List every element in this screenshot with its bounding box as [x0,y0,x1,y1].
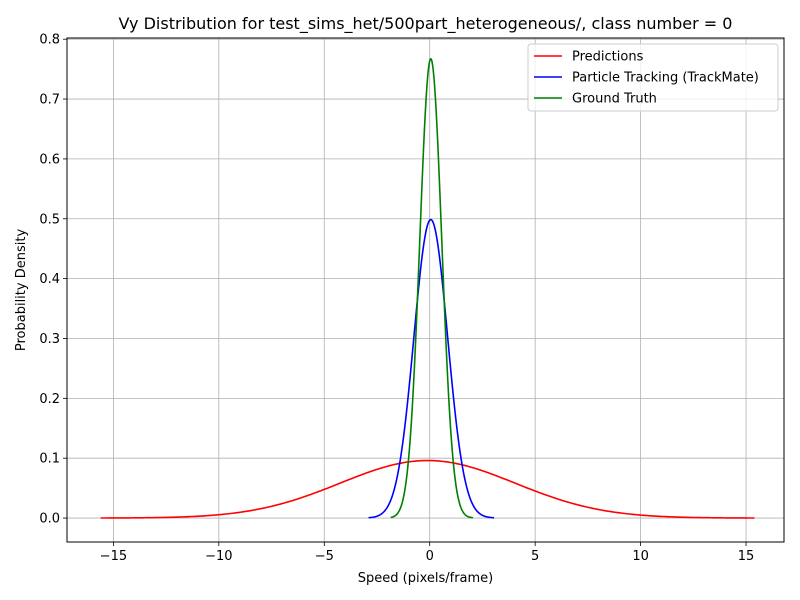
chart-title: Vy Distribution for test_sims_het/500par… [119,14,733,34]
legend-label: Predictions [572,50,644,65]
x-tick-label: 0 [426,549,434,564]
legend-frame [527,43,779,112]
series-line [368,218,495,519]
series-layer [100,57,755,519]
x-tick-label: 10 [632,549,649,564]
y-tick-label: 0.0 [39,512,60,527]
x-axis-label: Speed (pixels/frame) [358,571,494,586]
legend-label: Particle Tracking (TrackMate) [572,71,759,86]
y-tick-label: 0.8 [39,33,60,48]
legend-items: Predictions Particle Tracking (TrackMate)… [534,50,759,107]
x-tick-label: 5 [531,549,539,564]
x-tick-label: −10 [205,549,232,564]
series-line [390,57,474,519]
y-tick-label: 0.3 [39,332,60,347]
x-tick-label: −15 [100,549,127,564]
plot-frame [66,37,785,543]
y-tick-label: 0.6 [39,152,60,167]
x-axis-ticks: −15 −10 −5 0 5 10 15 [100,542,755,564]
y-tick-label: 0.2 [39,392,60,407]
y-axis-label: Probability Density [14,229,29,352]
y-tick-label: 0.1 [39,452,60,467]
series-line [100,459,755,519]
y-tick-label: 0.7 [39,93,60,108]
x-tick-label: −5 [315,549,334,564]
y-axis-ticks: 0.0 0.1 0.2 0.3 0.4 0.5 0.6 0.7 0.8 [39,33,67,527]
y-tick-label: 0.5 [39,212,60,227]
legend: Predictions Particle Tracking (TrackMate)… [527,43,779,112]
x-tick-label: 15 [738,549,755,564]
legend-label: Ground Truth [572,92,657,107]
y-tick-label: 0.4 [39,272,60,287]
